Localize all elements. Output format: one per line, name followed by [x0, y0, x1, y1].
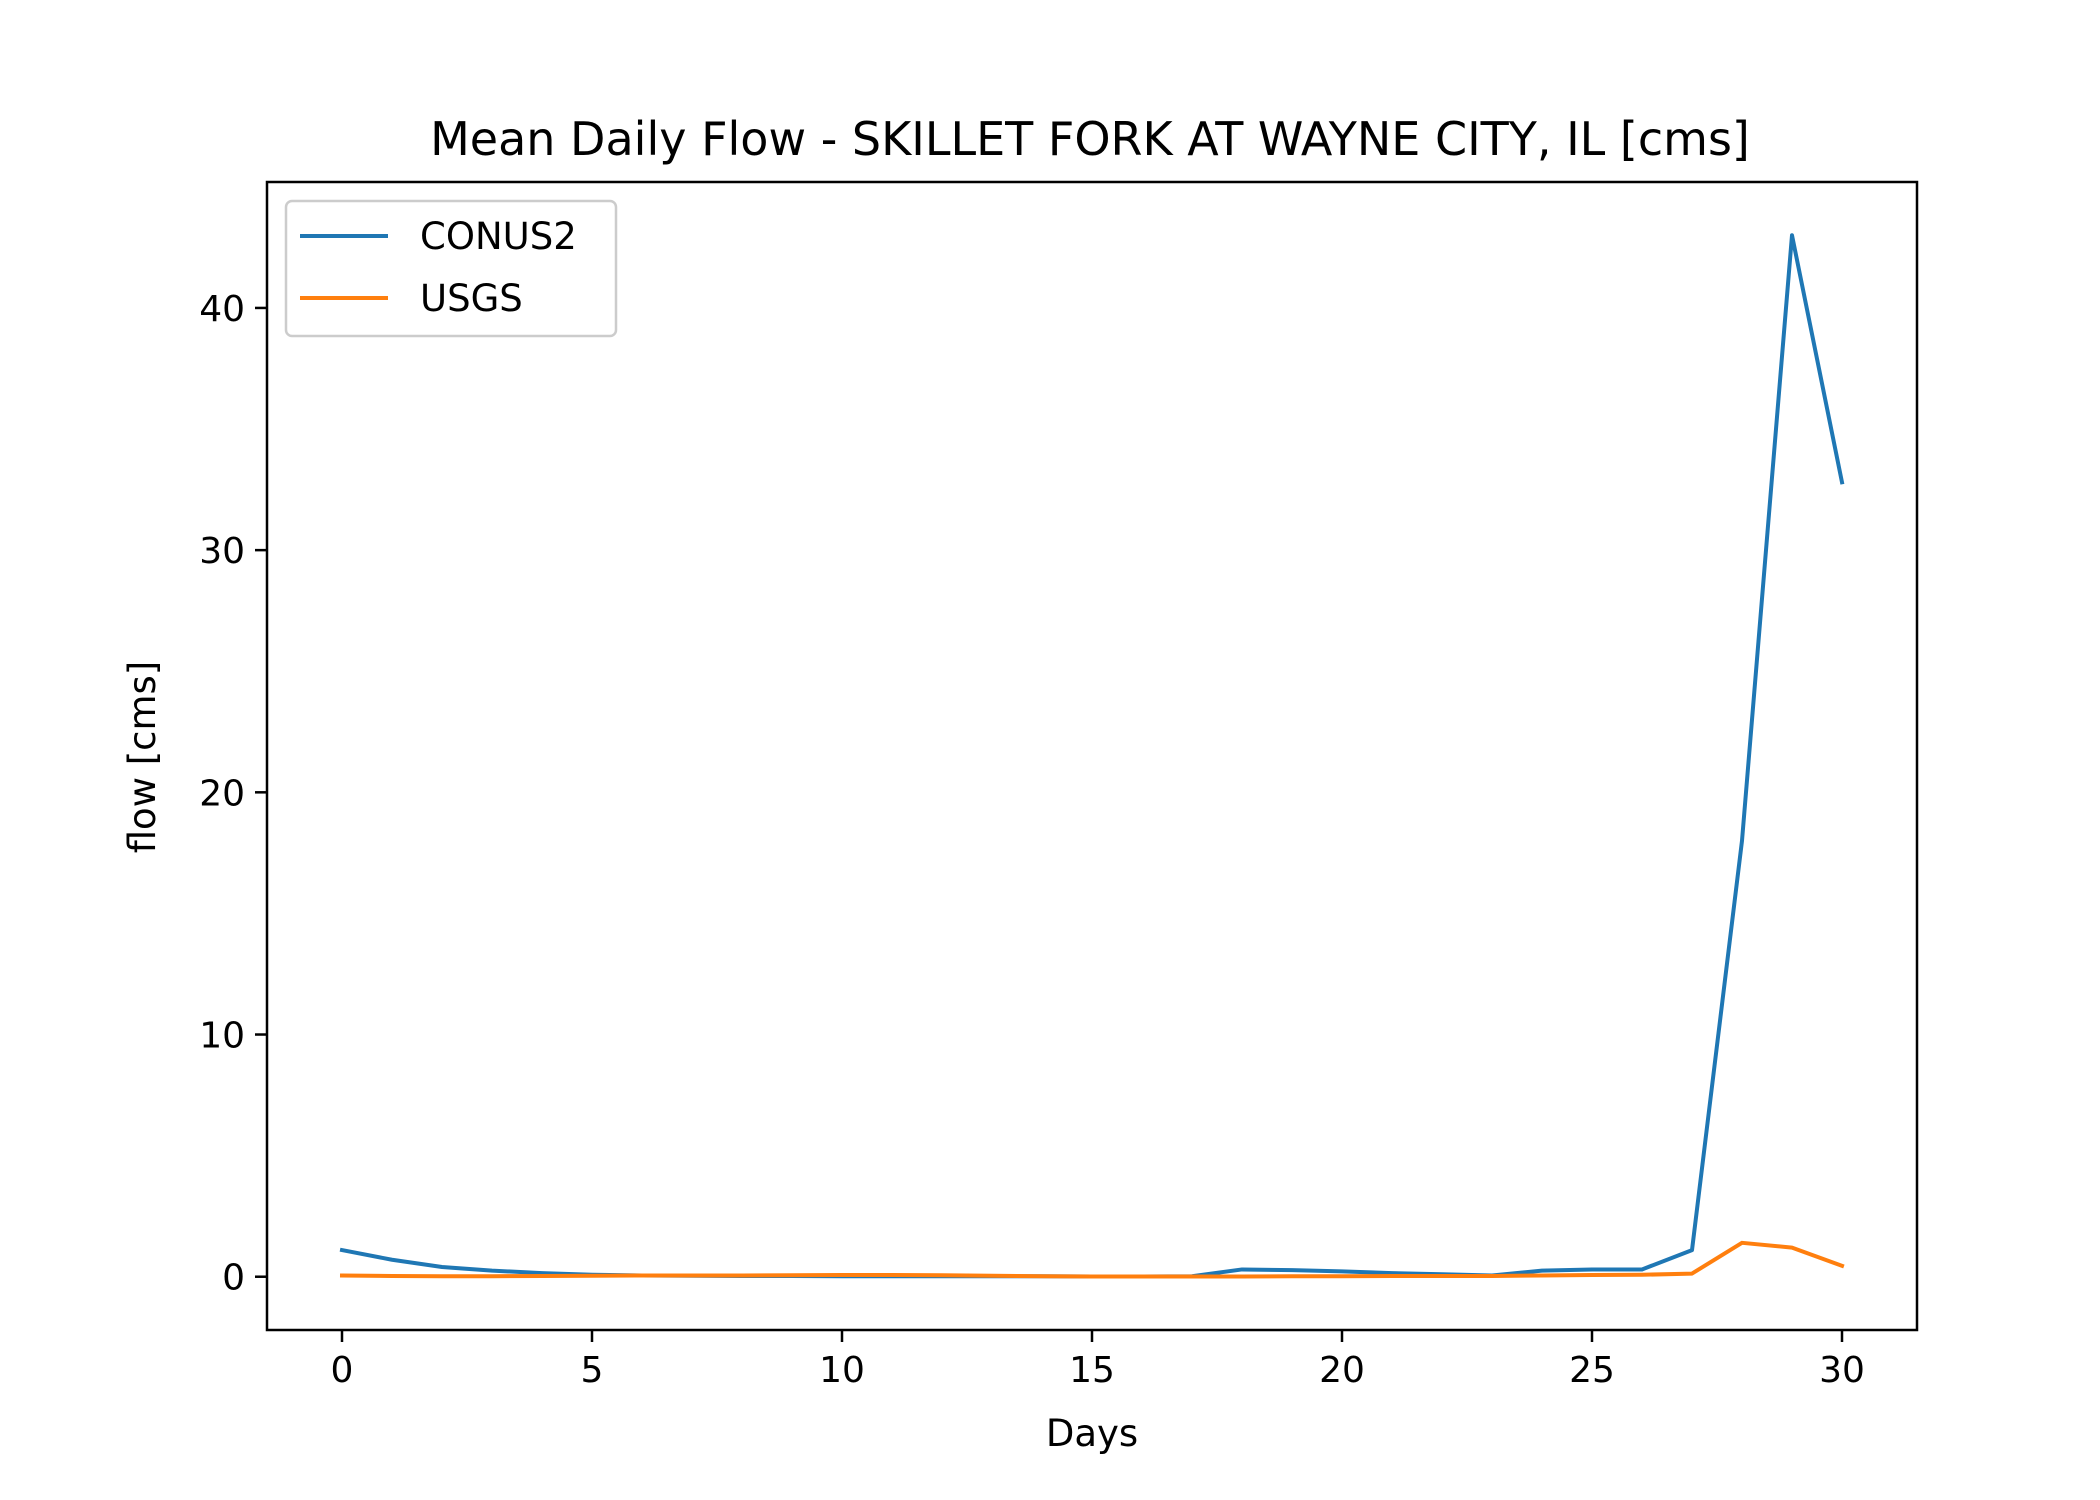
x-tick-label: 10: [819, 1350, 865, 1391]
y-tick-label: 10: [199, 1016, 245, 1057]
legend-label-conus2: CONUS2: [420, 215, 577, 258]
legend-label-usgs: USGS: [420, 277, 523, 320]
x-axis: 0 5 10 15 20 25 30: [331, 1330, 1865, 1391]
series-line-usgs: [339, 1240, 1845, 1279]
y-axis-label: flow [cms]: [121, 661, 164, 854]
y-tick-label: 30: [199, 531, 245, 572]
y-axis: 0 10 20 30 40: [199, 289, 267, 1299]
chart-title: Mean Daily Flow - SKILLET FORK AT WAYNE …: [430, 112, 1750, 166]
legend: CONUS2 USGS: [284, 199, 618, 338]
series-layer: [339, 233, 1845, 1279]
x-tick-label: 25: [1569, 1350, 1615, 1391]
x-tick-label: 20: [1319, 1350, 1365, 1391]
x-tick-label: 5: [581, 1350, 604, 1391]
y-tick-label: 0: [222, 1258, 245, 1299]
x-tick-label: 30: [1819, 1350, 1865, 1391]
x-tick-label: 15: [1069, 1350, 1115, 1391]
x-axis-label: Days: [1046, 1412, 1138, 1455]
x-tick-label: 0: [331, 1350, 354, 1391]
y-tick-label: 40: [199, 289, 245, 330]
y-tick-label: 20: [199, 773, 245, 814]
